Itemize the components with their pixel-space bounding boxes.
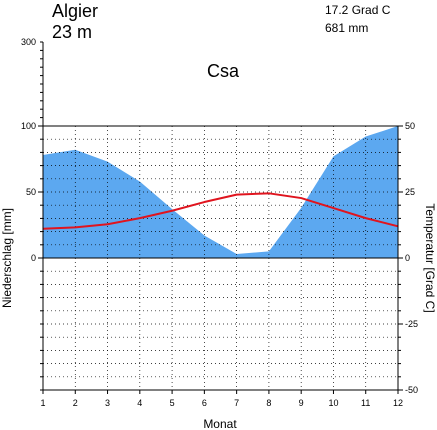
x-tick-label: 2 (73, 398, 78, 408)
x-tick-label: 7 (234, 398, 239, 408)
temperature-line (42, 192, 399, 230)
right-tick-label: 25 (405, 187, 415, 197)
climate-class: Csa (207, 61, 240, 81)
temperature-line-layer (42, 192, 399, 230)
left-upper-tick-label: 300 (21, 37, 36, 47)
plot-frame (42, 42, 399, 391)
right-axis-title: Temperatur [Grad C] (423, 203, 437, 312)
x-tick-label: 11 (361, 398, 370, 408)
x-tick-label: 9 (299, 398, 304, 408)
left-tick-label: 100 (21, 121, 36, 131)
mean-temperature: 17.2 Grad C (325, 3, 391, 17)
x-tick-label: 8 (266, 398, 271, 408)
station-name: Algier (52, 1, 98, 21)
annual-precipitation: 681 mm (325, 21, 368, 35)
right-tick-label: -25 (405, 319, 418, 329)
x-tick-label: 4 (137, 398, 142, 408)
station-elevation: 23 m (52, 22, 92, 42)
right-tick-label: 0 (405, 253, 410, 263)
left-axis-title: Niederschlag [mm] (0, 208, 14, 308)
x-tick-label: 5 (170, 398, 175, 408)
right-tick-label: 50 (405, 121, 415, 131)
x-axis-title: Monat (203, 417, 237, 430)
left-tick-label: 50 (26, 187, 36, 197)
x-tick-label: 6 (202, 398, 207, 408)
x-tick-label: 12 (393, 398, 403, 408)
right-tick-label: -50 (405, 385, 418, 395)
precipitation-area (43, 126, 398, 258)
precipitation-area-layer (43, 126, 398, 258)
x-tick-label: 10 (328, 398, 338, 408)
x-tick-label: 1 (40, 398, 45, 408)
left-tick-label: 0 (31, 253, 36, 263)
x-tick-label: 3 (105, 398, 110, 408)
